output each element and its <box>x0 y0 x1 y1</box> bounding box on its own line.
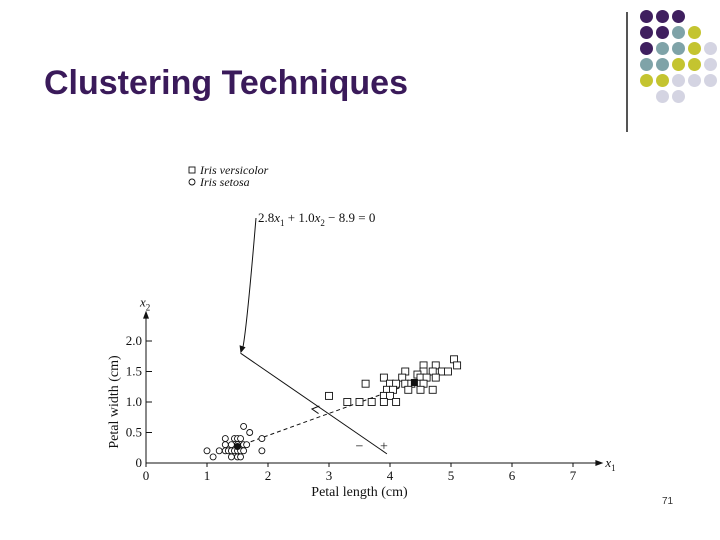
x-tick-label: 5 <box>448 468 455 483</box>
decorative-dot <box>656 42 669 55</box>
legend-square-icon <box>188 166 196 174</box>
decision-boundary-line <box>240 352 388 455</box>
versicolor-point <box>416 385 425 394</box>
setosa-point <box>246 429 254 436</box>
setosa-point <box>227 441 235 449</box>
chart-ticks: 0 1 2 3 4 5 6 7 0 0.5 1.0 1.5 2.0 <box>126 333 577 483</box>
versicolor-point <box>386 391 394 400</box>
x-tick-label: 3 <box>326 468 333 483</box>
decorative-dot <box>704 74 717 87</box>
versicolor-point <box>343 398 352 406</box>
decorative-dot <box>640 58 653 71</box>
versicolor-point <box>325 391 333 400</box>
versicolor-point <box>379 373 388 382</box>
setosa-point <box>203 447 211 455</box>
boundary-label-arrowhead <box>239 345 246 354</box>
boundary-label-arrow <box>242 217 257 350</box>
versicolor-point <box>453 361 462 370</box>
decorative-dot <box>672 74 685 87</box>
x-axis-title: Petal length (cm) <box>311 485 408 500</box>
setosa-point <box>227 453 235 461</box>
x-tick-label: 4 <box>387 468 394 483</box>
decorative-dot <box>688 58 701 71</box>
versicolor-point <box>367 398 376 406</box>
versicolor-point <box>379 398 388 406</box>
decorative-dot <box>672 10 685 23</box>
decorative-dot <box>672 26 685 39</box>
setosa-point <box>221 441 229 449</box>
decorative-dot <box>656 10 669 23</box>
y-tick-label: 0 <box>136 455 143 470</box>
setosa-point <box>258 447 266 455</box>
decorative-dot <box>704 58 717 71</box>
decorative-dot <box>640 26 653 39</box>
setosa-point <box>243 441 251 449</box>
legend-label: Iris versicolor <box>199 163 269 177</box>
decorative-dot <box>640 74 653 87</box>
x-tick-label: 7 <box>570 468 577 483</box>
decorative-dot <box>688 42 701 55</box>
decorative-dot <box>640 42 653 55</box>
x-tick-label: 6 <box>509 468 516 483</box>
setosa-point <box>215 447 223 455</box>
y-axis-title: Petal width (cm) <box>107 355 122 449</box>
setosa-point <box>240 447 248 455</box>
versicolor-point <box>444 367 452 376</box>
decorative-dot <box>656 74 669 87</box>
setosa-point <box>237 435 245 443</box>
y-tick-label: 2.0 <box>126 333 142 348</box>
versicolor-point <box>431 373 440 382</box>
versicolor-point <box>361 379 370 388</box>
x-tick-label: 2 <box>265 468 272 483</box>
side-label: − <box>356 440 364 455</box>
decorative-dot <box>688 74 701 87</box>
right-angle-marker <box>310 405 320 414</box>
chart-marks <box>203 355 462 461</box>
setosa-centroid <box>234 443 241 451</box>
y-tick-label: 0.5 <box>126 425 142 440</box>
slide-title: Clustering Techniques <box>44 64 408 102</box>
decorative-dot <box>656 58 669 71</box>
x-axis-arrow <box>595 460 604 466</box>
legend-circle-icon <box>188 178 196 186</box>
decorative-dot <box>656 90 669 103</box>
setosa-point <box>237 453 245 461</box>
decorative-dot <box>672 58 685 71</box>
y-axis-variable: x2 <box>139 295 150 313</box>
x-axis-variable: x1 <box>604 455 615 473</box>
decorative-dot <box>656 26 669 39</box>
decorative-dot <box>688 26 701 39</box>
scatter-chart: 0 1 2 3 4 5 6 7 0 0.5 1.0 1.5 2.0 x1 x2 Petal length (… <box>107 163 616 500</box>
setosa-point <box>209 453 217 461</box>
y-axis-arrow <box>143 310 149 319</box>
decision-boundary-label: 2.8x1 + 1.0x2 − 8.9 = 0 <box>258 210 375 228</box>
decorative-dot <box>640 10 653 23</box>
decorative-dot <box>672 90 685 103</box>
x-tick-label: 1 <box>204 468 211 483</box>
versicolor-centroid <box>410 378 418 386</box>
y-tick-label: 1.5 <box>126 364 142 379</box>
setosa-point <box>258 435 266 443</box>
chart-axes <box>143 310 604 466</box>
page-number: 71 <box>662 496 674 507</box>
x-tick-label: 0 <box>143 468 150 483</box>
chart-labels: x1 x2 Petal length (cm) Petal width (cm) 2.8… <box>107 210 616 500</box>
setosa-point <box>221 435 229 443</box>
versicolor-point <box>404 385 413 394</box>
versicolor-point <box>355 398 364 406</box>
side-label: + <box>380 440 388 455</box>
versicolor-point <box>392 398 401 406</box>
iris-figure: 0 1 2 3 4 5 6 7 0 0.5 1.0 1.5 2.0 x1 x2 Petal length (… <box>100 140 620 510</box>
y-tick-label: 1.0 <box>126 394 142 409</box>
decorative-dot <box>704 42 717 55</box>
versicolor-point <box>428 385 437 394</box>
title-divider <box>626 12 628 132</box>
decorative-dot <box>672 42 685 55</box>
legend-label: Iris setosa <box>199 175 250 189</box>
setosa-point <box>240 422 248 430</box>
